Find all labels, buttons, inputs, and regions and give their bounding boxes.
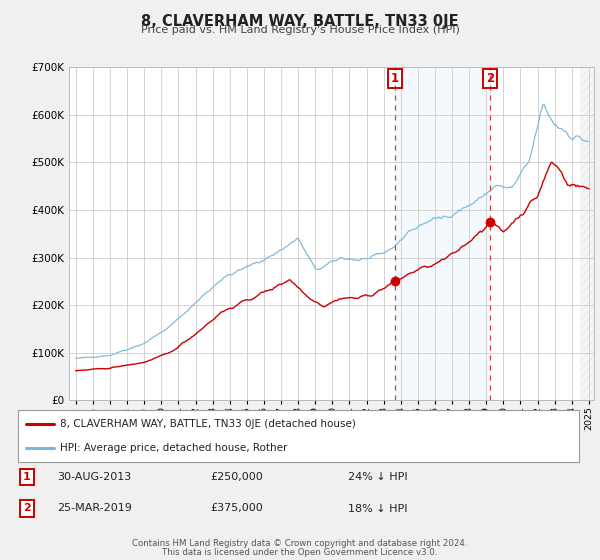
Text: 8, CLAVERHAM WAY, BATTLE, TN33 0JE: 8, CLAVERHAM WAY, BATTLE, TN33 0JE: [141, 14, 459, 29]
Bar: [580, 67, 594, 400]
Text: 8, CLAVERHAM WAY, BATTLE, TN33 0JE (detached house): 8, CLAVERHAM WAY, BATTLE, TN33 0JE (deta…: [60, 419, 356, 430]
Text: 2: 2: [23, 503, 31, 514]
Text: £375,000: £375,000: [210, 503, 263, 514]
Text: 1: 1: [23, 472, 31, 482]
Bar: [395, 67, 490, 400]
Text: This data is licensed under the Open Government Licence v3.0.: This data is licensed under the Open Gov…: [163, 548, 437, 557]
Text: 25-MAR-2019: 25-MAR-2019: [57, 503, 132, 514]
Text: 1: 1: [391, 72, 399, 85]
Text: Contains HM Land Registry data © Crown copyright and database right 2024.: Contains HM Land Registry data © Crown c…: [132, 539, 468, 548]
Text: 2: 2: [486, 72, 494, 85]
Text: 24% ↓ HPI: 24% ↓ HPI: [348, 472, 407, 482]
Text: Price paid vs. HM Land Registry's House Price Index (HPI): Price paid vs. HM Land Registry's House …: [140, 25, 460, 35]
Text: HPI: Average price, detached house, Rother: HPI: Average price, detached house, Roth…: [60, 443, 287, 453]
Text: 18% ↓ HPI: 18% ↓ HPI: [348, 503, 407, 514]
Text: £250,000: £250,000: [210, 472, 263, 482]
Text: 30-AUG-2013: 30-AUG-2013: [57, 472, 131, 482]
